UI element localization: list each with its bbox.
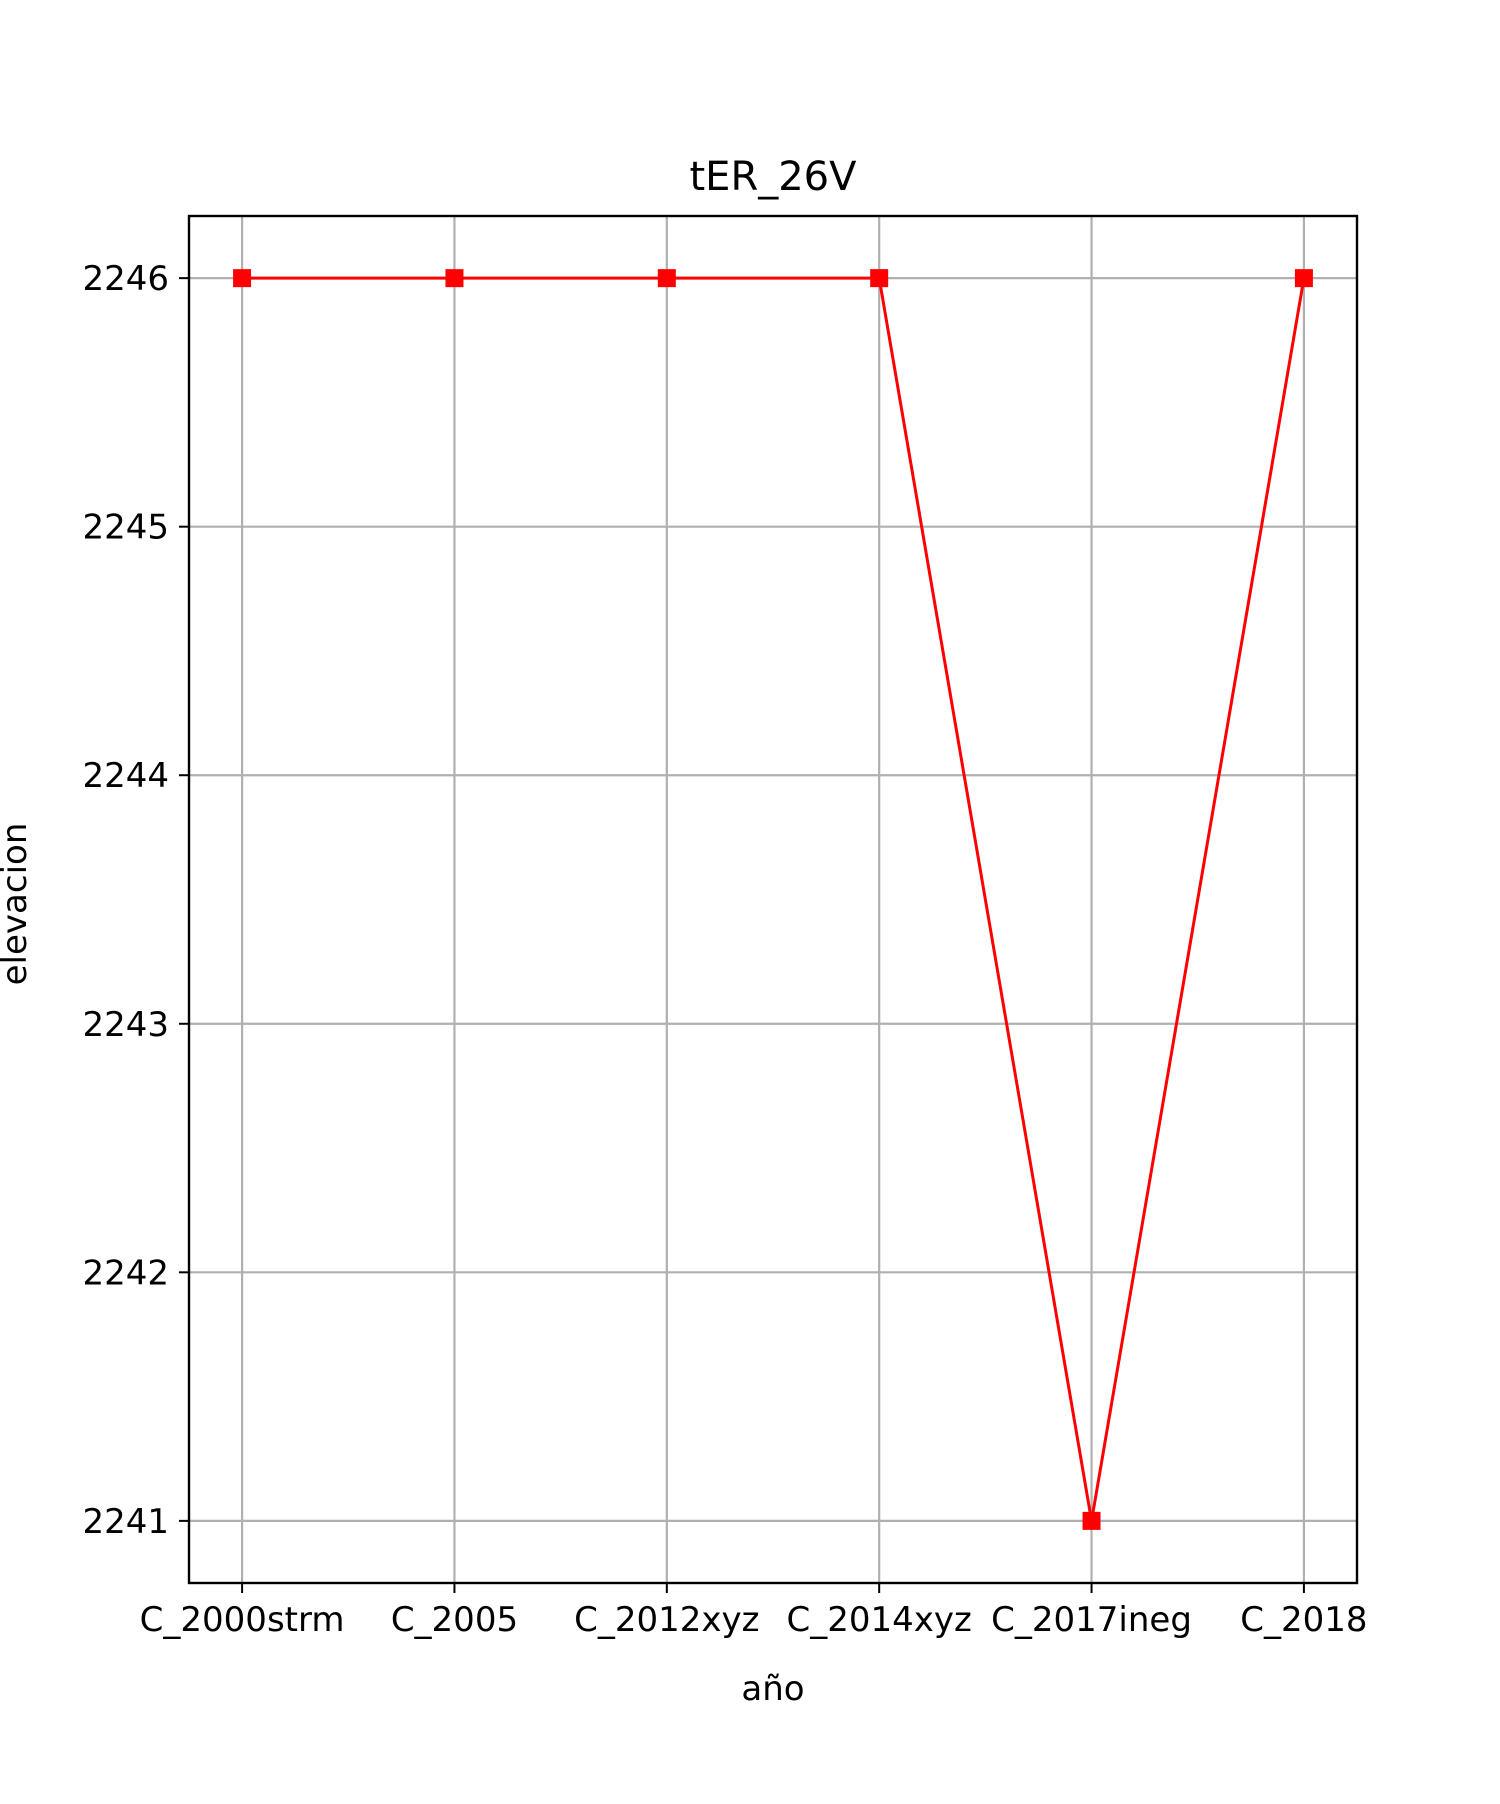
y-tick-label: 2241 bbox=[82, 1502, 169, 1542]
x-tick-label: C_2018 bbox=[1240, 1600, 1367, 1640]
data-point-marker bbox=[445, 269, 464, 288]
y-tick-label: 2245 bbox=[82, 508, 169, 548]
x-tick-label: C_2005 bbox=[391, 1600, 518, 1640]
tick-layer: C_2000strm C_2005 C_2012xyz C_2014xyz C_2017… bbox=[82, 259, 1367, 1640]
grid-layer bbox=[189, 216, 1357, 1583]
y-tick-label: 2246 bbox=[82, 259, 169, 299]
data-point-marker bbox=[870, 269, 889, 288]
x-axis-label: año bbox=[741, 1669, 804, 1709]
chart-title: tER_26V bbox=[689, 154, 857, 200]
data-point-marker bbox=[1294, 269, 1313, 288]
y-tick-label: 2244 bbox=[82, 756, 169, 796]
x-tick-label: C_2014xyz bbox=[787, 1600, 972, 1640]
data-point-marker bbox=[1082, 1511, 1101, 1530]
y-tick-label: 2243 bbox=[82, 1005, 169, 1045]
y-axis-label: elevacion bbox=[0, 823, 35, 986]
x-tick-label: C_2017ineg bbox=[991, 1600, 1192, 1640]
plot-frame bbox=[187, 214, 1359, 1585]
data-point-marker bbox=[657, 269, 676, 288]
series-line bbox=[242, 276, 1306, 1522]
y-tick-label: 2242 bbox=[82, 1253, 169, 1293]
x-tick-label: C_2000strm bbox=[140, 1600, 345, 1640]
series-layer bbox=[233, 269, 1313, 1530]
x-tick-label: C_2012xyz bbox=[574, 1600, 759, 1640]
data-point-marker bbox=[233, 269, 252, 288]
